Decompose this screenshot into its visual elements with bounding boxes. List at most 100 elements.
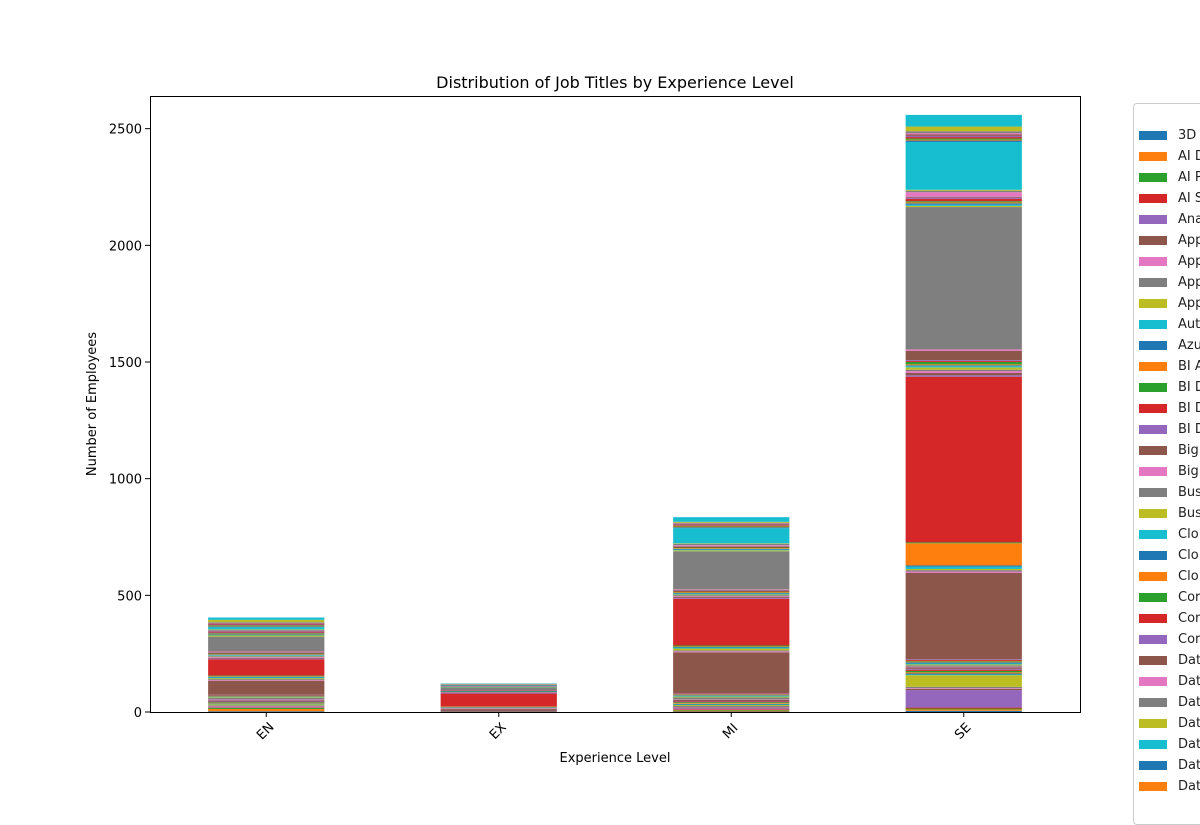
bar-segment-SE-20 <box>905 662 1022 664</box>
bar-segment-EN-42 <box>208 653 325 655</box>
bar-segment-EX-68 <box>440 684 557 685</box>
bar-segment-EN-19 <box>208 696 325 698</box>
bar-segment-EN-14 <box>208 701 325 702</box>
legend-item: Dat <box>1139 736 1200 752</box>
legend-label: Clo <box>1178 568 1199 584</box>
bar-segment-MI-19 <box>673 695 790 697</box>
legend-label: App <box>1178 232 1200 248</box>
bar-segment-EN-6 <box>208 705 325 707</box>
legend-label: Cor <box>1178 631 1200 647</box>
bar-segment-EN-29 <box>208 677 325 679</box>
legend-item: Dat <box>1139 652 1200 668</box>
bar-segment-EN-46 <box>208 651 325 652</box>
bar-segment-EX-27 <box>440 707 557 709</box>
bar-segment-EN-62 <box>208 625 325 626</box>
legend-label: Dat <box>1178 694 1200 710</box>
legend-label: AI S <box>1178 190 1200 206</box>
legend-label: Dat <box>1178 673 1200 689</box>
y-tick-label: 500 <box>117 589 142 604</box>
bar-segment-EN-58 <box>208 629 325 630</box>
bar-segment-EN-17 <box>208 698 325 700</box>
bar-segment-EN-38 <box>208 655 325 657</box>
bar-segment-EN-27 <box>208 679 325 681</box>
legend-label: Dat <box>1178 778 1200 794</box>
bar-segment-EN-63 <box>208 624 325 626</box>
bar-segment-MI-45 <box>673 589 790 591</box>
legend-swatch <box>1139 193 1167 203</box>
bar-segment-SE-23 <box>905 659 1022 661</box>
bar-segment-SE-48 <box>905 205 1022 208</box>
bar-segment-SE-60 <box>905 140 1022 142</box>
y-axis-label: Number of Employees <box>85 332 100 476</box>
chart: Distribution of Job Titles by Experience… <box>85 73 1081 766</box>
bar-segment-SE-47 <box>905 207 1022 350</box>
legend-label: App <box>1178 253 1200 269</box>
bar-segment-MI-54 <box>673 546 790 547</box>
bar-segment-EN-1 <box>208 708 325 712</box>
bar-segment-MI-21 <box>673 694 790 696</box>
bar-segment-EX-34 <box>440 692 557 694</box>
bar-segment-MI-44 <box>673 590 790 591</box>
legend-swatch <box>1139 424 1167 434</box>
bar-segment-MI-57 <box>673 543 790 546</box>
legend-swatch <box>1139 214 1167 224</box>
legend-label: BI D <box>1178 400 1200 416</box>
bar-segment-EN-16 <box>208 699 325 701</box>
plot-frame <box>150 96 1081 713</box>
bar-segment-SE-7 <box>905 686 1022 689</box>
bar-segment-SE-39 <box>905 366 1022 368</box>
bar-segment-EX-69 <box>440 683 557 685</box>
legend-swatch <box>1139 361 1167 371</box>
bar-segment-SE-42 <box>905 362 1022 365</box>
bar-segment-EN-36 <box>208 657 325 658</box>
bar-segment-MI-58 <box>673 543 790 544</box>
bar-segment-EX-66 <box>440 684 557 685</box>
legend-swatch <box>1139 445 1167 455</box>
bar-segment-MI-32 <box>673 645 790 647</box>
bar-segment-SE-29 <box>905 566 1022 569</box>
bar-segment-MI-15 <box>673 699 790 702</box>
legend-item: Bus <box>1139 484 1200 500</box>
legend-swatch <box>1139 592 1167 602</box>
legend-swatch <box>1139 613 1167 623</box>
bar-segment-EN-11 <box>208 702 325 704</box>
bar-segment-SE-26 <box>905 571 1022 573</box>
bar-segment-MI-59 <box>673 528 790 544</box>
bar-segment-MI-26 <box>673 651 790 653</box>
legend-swatch <box>1139 529 1167 539</box>
legend-label: BI A <box>1178 358 1200 374</box>
bar-segment-EX-33 <box>440 693 557 707</box>
bar-segment-SE-35 <box>905 372 1022 376</box>
bar-segment-SE-4 <box>905 690 1022 708</box>
x-tick-label: EX <box>487 720 510 743</box>
bar-segment-SE-1 <box>905 709 1022 711</box>
bar-segment-MI-50 <box>673 548 790 550</box>
legend-label: Bus <box>1178 484 1200 500</box>
legend-swatch <box>1139 487 1167 497</box>
bar-segment-EN-8 <box>208 704 325 706</box>
bar-segment-MI-20 <box>673 695 790 696</box>
bar-segment-SE-46 <box>905 349 1022 351</box>
bar-segment-MI-6 <box>673 707 790 708</box>
bar-segment-EN-61 <box>208 625 325 627</box>
legend-item: Aut <box>1139 316 1200 332</box>
bar-segment-MI-17 <box>673 697 790 700</box>
bar-segment-SE-5 <box>905 688 1022 691</box>
bar-segment-EN-48 <box>208 635 325 637</box>
legend-label: Cor <box>1178 610 1200 626</box>
x-axis-label: Experience Level <box>560 751 671 766</box>
legend-item: AI S <box>1139 190 1200 206</box>
legend-swatch <box>1139 466 1167 476</box>
legend-swatch <box>1139 340 1167 350</box>
bar-segment-SE-40 <box>905 365 1022 367</box>
bar-segment-MI-64 <box>673 524 790 526</box>
bar-segment-EN-31 <box>208 676 325 677</box>
bar-segment-EN-23 <box>208 694 325 696</box>
legend-swatch <box>1139 655 1167 665</box>
bar-segment-SE-36 <box>905 371 1022 373</box>
bar-segment-EN-55 <box>208 631 325 632</box>
bar-segment-EN-10 <box>208 703 325 704</box>
bar-segment-MI-30 <box>673 646 790 648</box>
legend-item: Azu <box>1139 337 1200 353</box>
bar-segment-EN-54 <box>208 631 325 633</box>
